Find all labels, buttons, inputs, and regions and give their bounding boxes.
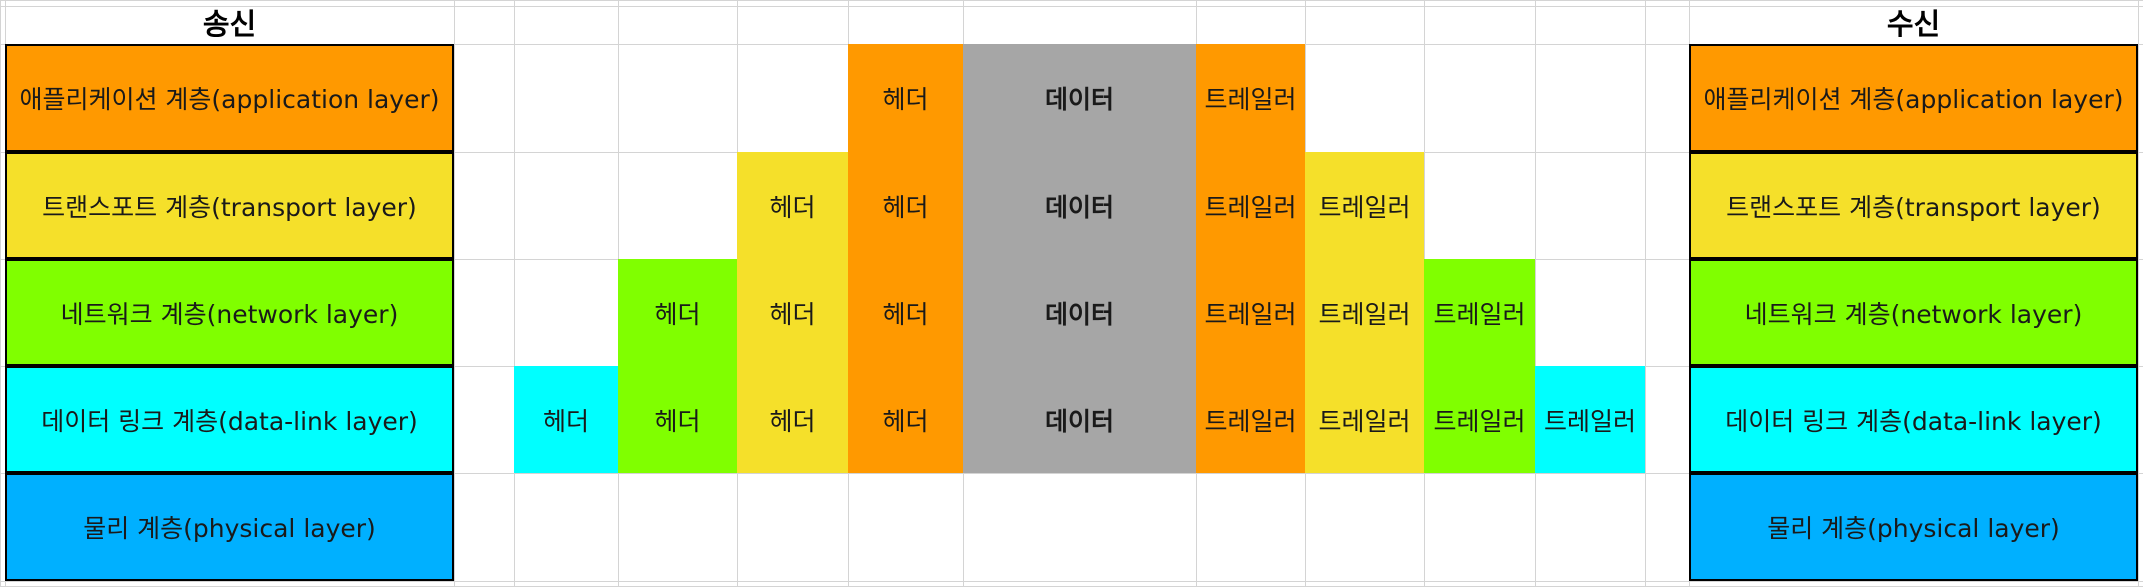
gridline-horizontal <box>0 0 2143 1</box>
header-cell: 헤더 <box>618 366 737 473</box>
data-cell: 데이터 <box>963 259 1196 366</box>
header-cell: 헤더 <box>618 259 737 366</box>
receiver-layer-4: 물리 계층(physical layer) <box>1689 473 2138 581</box>
gridline-vertical <box>514 0 515 586</box>
gridline-horizontal <box>0 6 2143 7</box>
gridline-vertical <box>0 0 1 586</box>
trailer-cell: 트레일러 <box>1196 366 1305 473</box>
data-cell: 데이터 <box>963 44 1196 152</box>
gridline-horizontal <box>0 473 2143 474</box>
trailer-cell: 트레일러 <box>1424 259 1535 366</box>
trailer-cell: 트레일러 <box>1196 44 1305 152</box>
sender-layer-3: 데이터 링크 계층(data-link layer) <box>5 366 454 473</box>
header-cell: 헤더 <box>848 259 963 366</box>
trailer-cell: 트레일러 <box>1196 152 1305 259</box>
sender-layer-2: 네트워크 계층(network layer) <box>5 259 454 366</box>
data-cell: 데이터 <box>963 152 1196 259</box>
trailer-cell: 트레일러 <box>1305 152 1424 259</box>
data-cell: 데이터 <box>963 366 1196 473</box>
header-cell: 헤더 <box>514 366 618 473</box>
gridline-vertical <box>1535 0 1536 586</box>
gridline-vertical <box>454 0 455 586</box>
header-cell: 헤더 <box>737 152 848 259</box>
receiver-layer-1: 트랜스포트 계층(transport layer) <box>1689 152 2138 259</box>
gridline-horizontal <box>0 581 2143 582</box>
header-cell: 헤더 <box>848 44 963 152</box>
receiver-layer-0: 애플리케이션 계층(application layer) <box>1689 44 2138 152</box>
sender-layer-4: 물리 계층(physical layer) <box>5 473 454 581</box>
header-cell: 헤더 <box>737 366 848 473</box>
receiver-layer-3: 데이터 링크 계층(data-link layer) <box>1689 366 2138 473</box>
trailer-cell: 트레일러 <box>1305 259 1424 366</box>
sender-layer-0: 애플리케이션 계층(application layer) <box>5 44 454 152</box>
trailer-cell: 트레일러 <box>1196 259 1305 366</box>
receiver-title: 수신 <box>1886 7 1941 41</box>
header-cell: 헤더 <box>737 259 848 366</box>
gridline-vertical <box>1645 0 1646 586</box>
gridline-vertical <box>2138 0 2139 586</box>
sender-layer-1: 트랜스포트 계층(transport layer) <box>5 152 454 259</box>
trailer-cell: 트레일러 <box>1305 366 1424 473</box>
trailer-cell: 트레일러 <box>1535 366 1645 473</box>
sender-title: 송신 <box>202 7 257 41</box>
trailer-cell: 트레일러 <box>1424 366 1535 473</box>
receiver-layer-2: 네트워크 계층(network layer) <box>1689 259 2138 366</box>
header-cell: 헤더 <box>848 152 963 259</box>
header-cell: 헤더 <box>848 366 963 473</box>
